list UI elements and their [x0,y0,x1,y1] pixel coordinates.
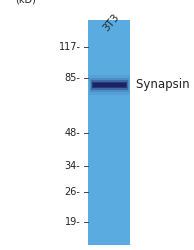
Bar [89,75,130,95]
Text: 48-: 48- [65,128,81,138]
Text: (kD): (kD) [16,0,36,4]
Bar [91,80,128,90]
Text: 3T3: 3T3 [101,12,121,33]
Text: 19-: 19- [65,217,81,227]
Text: Synapsin I (p-Ser9): Synapsin I (p-Ser9) [137,78,194,92]
Text: 85-: 85- [65,73,81,83]
Bar [92,82,127,88]
Text: 26-: 26- [65,187,81,197]
Bar [88,20,130,245]
Bar [93,83,126,87]
Text: 117-: 117- [59,42,81,52]
Text: 34-: 34- [65,161,81,171]
Bar [90,78,129,92]
